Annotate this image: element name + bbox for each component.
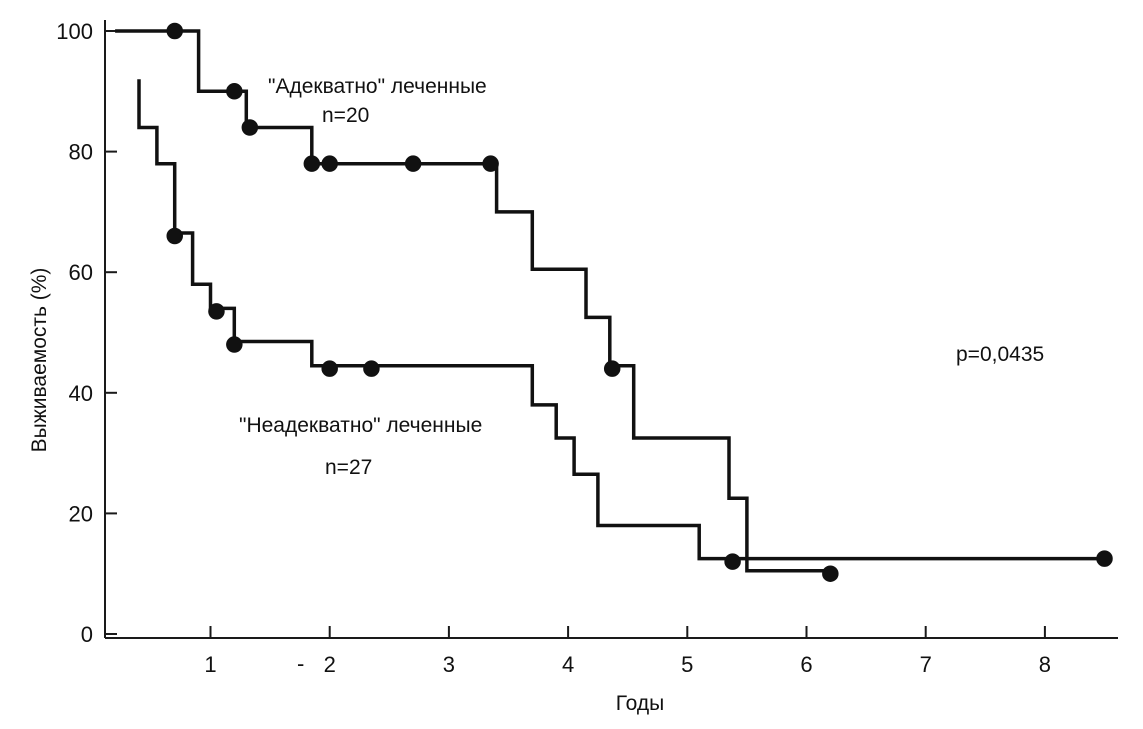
y-tick-label-40: 40	[69, 381, 93, 406]
x-tick-label-3: 3	[443, 652, 455, 677]
series-line-adequate	[115, 29, 831, 573]
series-line-inadequate	[137, 79, 1105, 561]
censor-point-inadequate-0	[166, 227, 183, 245]
censor-point-adequate-2	[241, 119, 259, 136]
x-tick-label-4: 4	[562, 652, 574, 677]
censor-point-adequate-1	[226, 83, 243, 100]
y-tick-label-20: 20	[69, 501, 93, 526]
series-adequate-n: n=20	[322, 104, 369, 127]
x-tick-label-2: 2	[324, 652, 336, 677]
stray-mark: -	[297, 651, 304, 676]
censor-point-adequate-5	[404, 155, 422, 172]
censor-point-adequate-3	[303, 155, 321, 172]
censor-point-adequate-6	[482, 155, 499, 172]
series-inadequate-n: n=27	[325, 456, 372, 479]
y-tick-label-0: 0	[81, 622, 93, 647]
censor-marks	[166, 22, 1113, 582]
axes	[104, 20, 1118, 639]
series-adequate-label: "Адекватно" леченные	[268, 75, 487, 98]
x-tick-label-6: 6	[800, 652, 812, 677]
y-tick-label-60: 60	[69, 260, 93, 285]
censor-point-inadequate-5	[724, 553, 741, 570]
x-tick-label-5: 5	[681, 652, 693, 677]
x-tick-label-8: 8	[1039, 652, 1051, 677]
censor-point-adequate-7	[603, 360, 621, 377]
censor-point-inadequate-1	[208, 303, 225, 320]
p-value-label: p=0,0435	[956, 343, 1044, 366]
censor-point-inadequate-3	[321, 360, 338, 377]
y-tick-label-100: 100	[56, 19, 93, 44]
censor-point-inadequate-4	[363, 360, 380, 377]
y-tick-label-80: 80	[69, 140, 93, 165]
x-axis-title: Годы	[616, 692, 665, 715]
censor-point-adequate-4	[321, 155, 338, 172]
censor-point-inadequate-6	[1096, 550, 1113, 567]
x-tick-label-7: 7	[920, 652, 932, 677]
censor-point-inadequate-2	[226, 336, 243, 353]
x-tick-label-1: 1	[204, 652, 216, 677]
censor-point-adequate-0	[166, 22, 183, 40]
censor-point-adequate-8	[822, 565, 839, 582]
series-inadequate-label: "Неадекватно" леченные	[239, 414, 482, 437]
series-layer	[115, 29, 1105, 573]
y-axis-title: Выживаемость (%)	[28, 268, 51, 453]
